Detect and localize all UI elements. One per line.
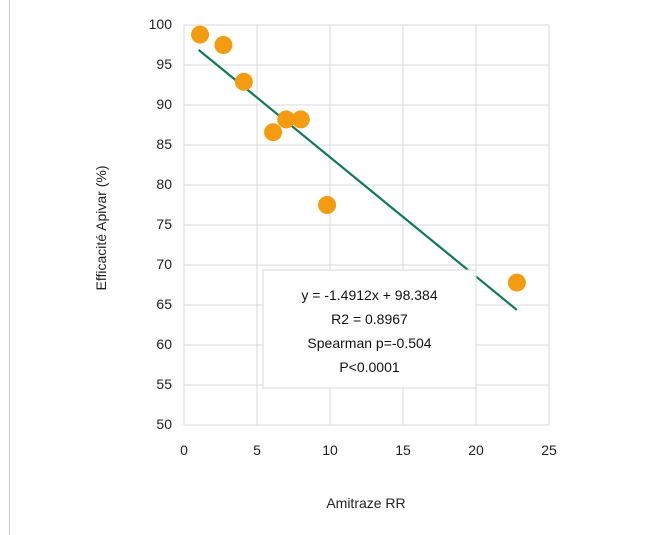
y-tick-label: 100 <box>149 16 173 32</box>
x-axis-ticks: 0 5 10 15 20 25 <box>180 442 557 458</box>
data-point <box>234 72 253 91</box>
x-tick-label: 15 <box>395 442 411 458</box>
points-group <box>191 25 526 292</box>
annotation-frame <box>262 269 477 389</box>
x-tick-label: 10 <box>322 442 338 458</box>
trendline-group <box>197 49 518 311</box>
y-tick-label: 65 <box>156 296 172 312</box>
y-tick-label: 85 <box>156 136 172 152</box>
x-tick-label: 20 <box>468 442 484 458</box>
y-axis-title: Efficacité Apivar (%) <box>93 165 109 290</box>
data-point <box>191 25 210 44</box>
y-tick-label: 75 <box>156 216 172 232</box>
x-tick-label: 5 <box>253 442 261 458</box>
grid <box>183 24 550 426</box>
y-axis-ticks: 50 55 60 65 70 75 80 85 90 95 100 <box>149 16 173 432</box>
y-tick-label: 60 <box>156 336 172 352</box>
annotation-box: y = -1.4912x + 98.384 R2 = 0.8967 Spearm… <box>262 269 477 389</box>
annotation-r2: R2 = 0.8967 <box>331 311 408 327</box>
y-tick-label: 50 <box>156 416 172 432</box>
y-tick-label: 70 <box>156 256 172 272</box>
data-point <box>277 110 296 129</box>
data-point <box>507 273 526 292</box>
y-tick-label: 55 <box>156 376 172 392</box>
data-point <box>291 110 310 129</box>
annotation-pvalue: P<0.0001 <box>339 359 400 375</box>
x-tick-label: 0 <box>180 442 188 458</box>
data-point <box>264 123 283 142</box>
trendline <box>197 49 518 311</box>
x-tick-label: 25 <box>541 442 557 458</box>
frame-border <box>9 0 10 535</box>
data-point <box>318 196 337 214</box>
y-tick-label: 80 <box>156 176 172 192</box>
data-point <box>214 36 233 54</box>
y-tick-label: 95 <box>156 56 172 72</box>
y-tick-label: 90 <box>156 96 172 112</box>
annotation-equation: y = -1.4912x + 98.384 <box>301 287 437 303</box>
annotation-spearman: Spearman p=-0.504 <box>307 335 431 351</box>
x-axis-title: Amitraze RR <box>326 495 405 511</box>
